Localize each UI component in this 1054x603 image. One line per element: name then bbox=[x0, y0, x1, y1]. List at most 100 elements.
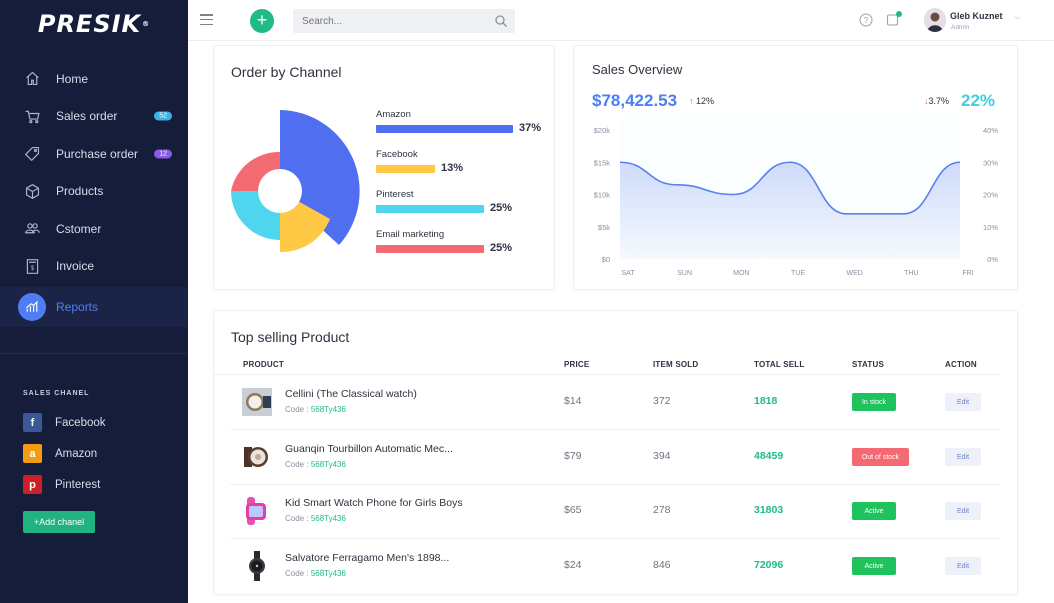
svg-text:$: $ bbox=[30, 266, 34, 272]
col-header-status: STATUS bbox=[852, 360, 885, 369]
search-input[interactable] bbox=[293, 9, 515, 33]
product-image bbox=[241, 442, 273, 472]
product-price: $14 bbox=[564, 395, 582, 407]
channel-label: Pinterest bbox=[376, 189, 414, 200]
product-image bbox=[241, 387, 273, 417]
product-code-label: Code : bbox=[285, 405, 309, 414]
rate-change: ↓3.7% bbox=[924, 96, 949, 106]
product-total-sell: 31803 bbox=[754, 504, 784, 516]
row-divider bbox=[230, 538, 1001, 539]
channel-percent: 25% bbox=[490, 242, 513, 254]
x-tick-label: MON bbox=[733, 270, 749, 277]
col-header-total-sell: TOTAL SELL bbox=[754, 360, 805, 369]
presik-logo[interactable]: PRESIK ® bbox=[0, 0, 188, 48]
edit-button[interactable]: Edit bbox=[945, 393, 981, 411]
product-code-value: 568Ty436 bbox=[310, 460, 346, 469]
users-icon bbox=[22, 219, 42, 239]
product-name[interactable]: Kid Smart Watch Phone for Girls Boys bbox=[285, 497, 463, 509]
product-name[interactable]: Guanqin Tourbillon Automatic Mec... bbox=[285, 443, 453, 455]
product-image bbox=[241, 496, 273, 526]
y-left-tick-label: $5k bbox=[598, 223, 610, 232]
product-name[interactable]: Salvatore Ferragamo Men's 1898... bbox=[285, 552, 450, 564]
y-left-tick-label: $15k bbox=[594, 158, 611, 167]
sidebar-item-customer[interactable]: Cstomer bbox=[0, 210, 188, 248]
edit-button[interactable]: Edit bbox=[945, 448, 981, 466]
product-code-label: Code : bbox=[285, 514, 309, 523]
y-left-tick-label: $20k bbox=[594, 126, 611, 135]
sidebar-item-label: Invoice bbox=[56, 259, 95, 274]
sidebar-nav: Home Sales order 52 Purchase order 12 Pr… bbox=[0, 60, 188, 327]
sales-overview-chart: $0 $5k $10k $15k $20k 0% 10% 20% 30% 40% SAT SUN MON… bbox=[594, 118, 998, 277]
rate-change-value: 3.7% bbox=[928, 96, 950, 106]
product-code-label: Code : bbox=[285, 460, 309, 469]
topbar: + ? Gleb Kuznet Admin ⌵ bbox=[188, 0, 1054, 41]
channel-pinterest[interactable]: p Pinterest bbox=[23, 475, 100, 494]
y-left-tick-label: $0 bbox=[602, 255, 610, 264]
notification-icon[interactable] bbox=[886, 12, 901, 27]
sidebar-item-label: Purchase order bbox=[56, 146, 139, 161]
col-header-product: PRODUCT bbox=[243, 360, 284, 369]
product-code-label: Code : bbox=[285, 569, 309, 578]
product-code: Code : 568Ty436 bbox=[285, 514, 346, 523]
chevron-down-icon[interactable]: ⌵ bbox=[1015, 14, 1021, 21]
sidebar-item-label: Reports bbox=[56, 300, 99, 314]
product-code-value: 568Ty436 bbox=[310, 405, 346, 414]
arrow-up-icon: ↑ bbox=[689, 96, 694, 106]
col-header-item-sold: ITEM SOLD bbox=[653, 360, 699, 369]
product-item-sold: 372 bbox=[653, 395, 671, 407]
y-right-tick-label: 30% bbox=[983, 158, 998, 167]
sidebar-item-reports[interactable]: Reports bbox=[0, 287, 188, 327]
product-name[interactable]: Cellini (The Classical watch) bbox=[285, 388, 417, 400]
sidebar-item-purchase-order[interactable]: Purchase order 12 bbox=[0, 135, 188, 173]
add-button[interactable]: + bbox=[250, 9, 274, 33]
sidebar-item-products[interactable]: Products bbox=[0, 173, 188, 211]
edit-button[interactable]: Edit bbox=[945, 557, 981, 575]
channel-donut-chart bbox=[231, 110, 360, 253]
count-badge: 12 bbox=[154, 149, 172, 159]
sidebar-item-home[interactable]: Home bbox=[0, 60, 188, 98]
y-right-tick-label: 10% bbox=[983, 223, 998, 232]
amazon-icon: a bbox=[23, 444, 42, 463]
sales-change-value: 12% bbox=[696, 96, 715, 106]
sales-total-value: $78,422.53 bbox=[592, 91, 678, 110]
pinterest-icon: p bbox=[23, 475, 42, 494]
x-tick-label: THU bbox=[904, 270, 918, 277]
donut-slice-amazon bbox=[280, 110, 360, 245]
channel-facebook[interactable]: f Facebook bbox=[23, 413, 106, 432]
product-item-sold: 394 bbox=[653, 450, 671, 462]
product-total-sell: 1818 bbox=[754, 395, 778, 407]
sidebar-divider bbox=[0, 353, 188, 354]
menu-icon[interactable] bbox=[200, 14, 213, 25]
arrow-down-icon: ↓ bbox=[924, 96, 929, 106]
y-left-tick-label: $10k bbox=[594, 191, 611, 200]
product-price: $65 bbox=[564, 504, 582, 516]
tag-icon bbox=[22, 144, 42, 164]
channel-amazon[interactable]: a Amazon bbox=[23, 444, 97, 463]
y-right-tick-label: 0% bbox=[987, 255, 998, 264]
invoice-icon: $ bbox=[22, 256, 42, 276]
sales-change: ↑ 12% bbox=[689, 96, 714, 106]
row-divider bbox=[230, 484, 1001, 485]
search-icon[interactable] bbox=[494, 14, 508, 28]
x-tick-label: WED bbox=[846, 270, 862, 277]
x-tick-label: SAT bbox=[621, 270, 635, 277]
order-by-channel-title: Order by Channel bbox=[231, 64, 342, 80]
y-right-tick-label: 20% bbox=[983, 191, 998, 200]
sidebar-item-invoice[interactable]: $ Invoice bbox=[0, 248, 188, 286]
row-divider bbox=[230, 429, 1001, 430]
sales-overview-title: Sales Overview bbox=[592, 62, 683, 77]
product-code: Code : 568Ty436 bbox=[285, 405, 346, 414]
rate-value: 22% bbox=[961, 91, 996, 110]
product-code: Code : 568Ty436 bbox=[285, 460, 346, 469]
channel-label: Facebook bbox=[55, 416, 106, 429]
channel-percent: 25% bbox=[490, 202, 513, 214]
top-selling-title: Top selling Product bbox=[231, 329, 350, 345]
add-channel-button[interactable]: +Add chanel bbox=[23, 511, 95, 533]
channel-label: Pinterest bbox=[55, 478, 101, 491]
edit-button[interactable]: Edit bbox=[945, 502, 981, 520]
help-icon[interactable]: ? bbox=[859, 13, 873, 27]
sidebar-item-sales-order[interactable]: Sales order 52 bbox=[0, 98, 188, 136]
avatar[interactable] bbox=[924, 8, 946, 32]
channel-label: Amazon bbox=[376, 109, 411, 120]
user-name[interactable]: Gleb Kuznet bbox=[950, 11, 1003, 21]
